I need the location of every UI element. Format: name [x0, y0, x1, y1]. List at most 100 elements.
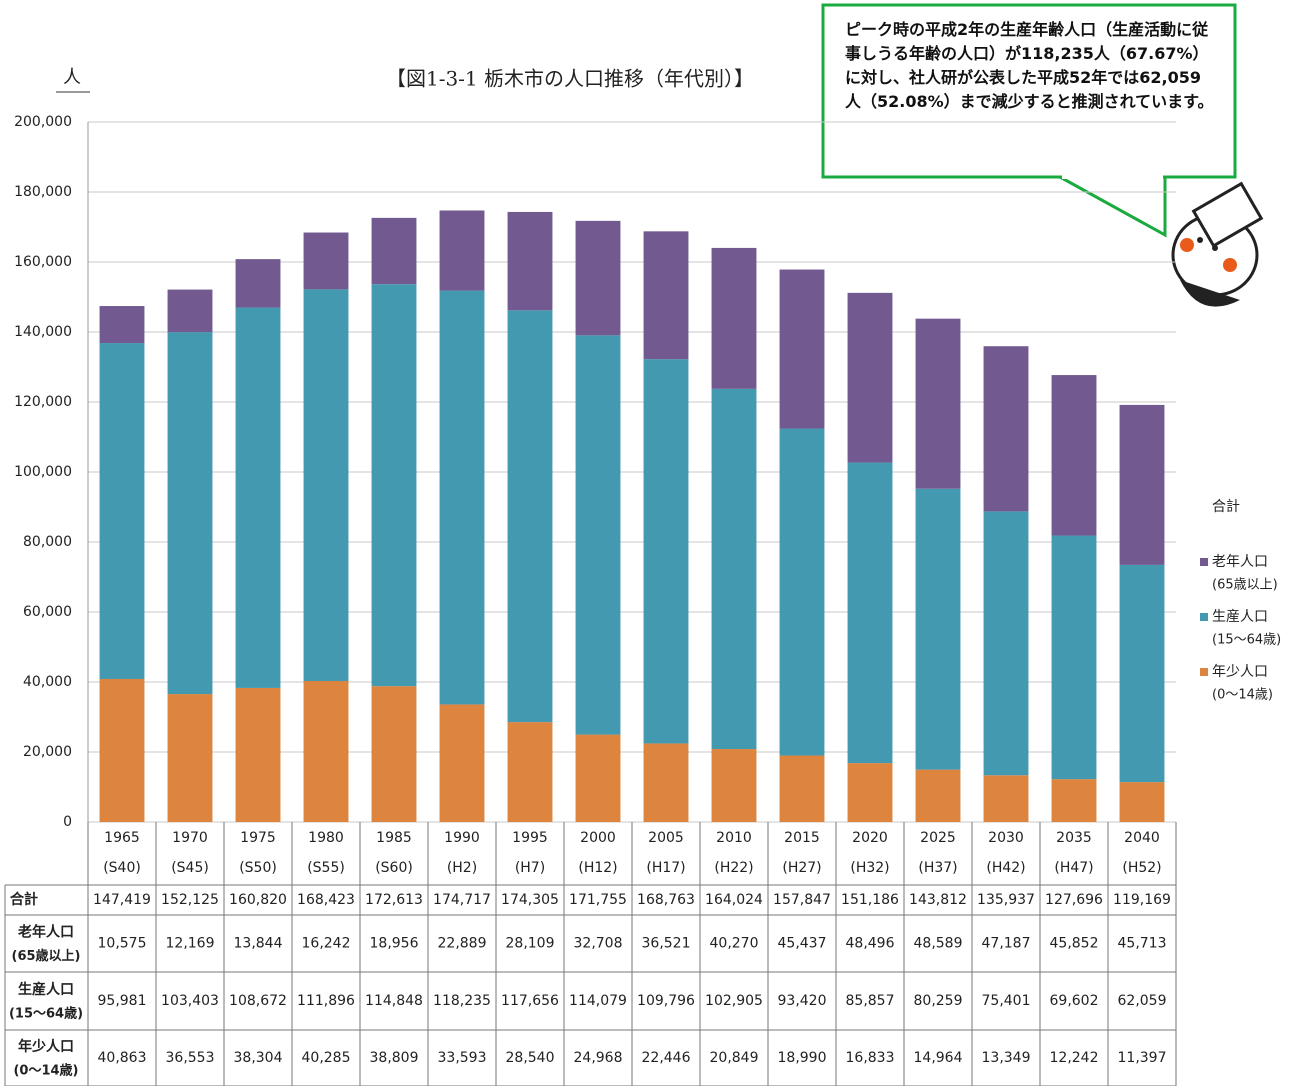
table-cell: 164,024 — [705, 892, 763, 908]
bar-segment — [712, 248, 757, 389]
page: 人 【図1-3-1 栃木市の人口推移（年代別）】 020,00040,00060… — [0, 0, 1293, 1086]
bar-segment — [644, 359, 689, 743]
x-tick-label: 2040 — [1124, 830, 1160, 846]
bar-segment — [372, 218, 417, 284]
x-tick-label: 1965 — [104, 830, 140, 846]
y-tick-label: 0 — [63, 814, 72, 830]
bar-segment — [100, 343, 145, 679]
table-cell: 22,889 — [438, 936, 487, 952]
table-cell: 114,079 — [569, 993, 627, 1009]
table-cell: 12,242 — [1050, 1050, 1099, 1066]
table-cell: 109,796 — [637, 993, 695, 1009]
bar-segment — [304, 233, 349, 290]
bar-segment — [848, 293, 893, 463]
table-cell: 152,125 — [161, 892, 219, 908]
x-tick-sublabel: (S55) — [307, 860, 345, 876]
bar-segment — [168, 694, 213, 822]
bar-segment — [236, 308, 281, 688]
table-cell: 18,956 — [370, 936, 419, 952]
bar-segment — [508, 722, 553, 822]
table-cell: 95,981 — [98, 993, 147, 1009]
bar-segment — [508, 310, 553, 722]
table-cell: 38,304 — [234, 1050, 283, 1066]
y-tick-label: 100,000 — [14, 464, 72, 480]
table-cell: 11,397 — [1118, 1050, 1167, 1066]
x-tick-sublabel: (H22) — [714, 860, 753, 876]
y-tick-label: 160,000 — [14, 254, 72, 270]
legend-label: (15～64歳) — [1212, 633, 1281, 648]
bar-segment — [848, 463, 893, 763]
x-tick-label: 2005 — [648, 830, 684, 846]
bar-segment — [508, 212, 553, 310]
table-cell: 16,833 — [846, 1050, 895, 1066]
chart: 人 【図1-3-1 栃木市の人口推移（年代別）】 020,00040,00060… — [0, 0, 1293, 1086]
table-cell: 62,059 — [1118, 993, 1167, 1009]
table-cell: 102,905 — [705, 993, 763, 1009]
legend-label: (65歳以上) — [1212, 578, 1278, 593]
x-tick-label: 1985 — [376, 830, 412, 846]
table-cell: 171,755 — [569, 892, 627, 908]
bar-segment — [236, 259, 281, 307]
callout-tail — [1060, 177, 1165, 235]
table-cell: 117,656 — [501, 993, 559, 1009]
x-tick-sublabel: (H7) — [515, 860, 545, 876]
table-cell: 85,857 — [846, 993, 895, 1009]
table-cell: 45,852 — [1050, 936, 1099, 952]
table-cell: 14,964 — [914, 1050, 963, 1066]
bar-segment — [780, 429, 825, 756]
table-cell: 172,613 — [365, 892, 423, 908]
bar-segment — [916, 319, 961, 489]
bar-segment — [712, 389, 757, 749]
bar-segment — [304, 289, 349, 681]
x-tick-label: 1980 — [308, 830, 344, 846]
table-cell: 119,169 — [1113, 892, 1171, 908]
bar-segment — [576, 221, 621, 335]
table-cell: 147,419 — [93, 892, 151, 908]
x-tick-label: 2010 — [716, 830, 752, 846]
table-cell: 16,242 — [302, 936, 351, 952]
bar-segment — [848, 763, 893, 822]
x-tick-label: 1975 — [240, 830, 276, 846]
table-row-header: 年少人口 — [18, 1038, 74, 1055]
table-cell: 40,270 — [710, 936, 759, 952]
table-cell: 33,593 — [438, 1050, 487, 1066]
table-cell: 151,186 — [841, 892, 899, 908]
bar-segment — [984, 511, 1029, 775]
legend-label: 年少人口 — [1212, 664, 1268, 680]
table-cell: 127,696 — [1045, 892, 1103, 908]
x-tick-sublabel: (H52) — [1122, 860, 1161, 876]
table-cell: 10,575 — [98, 936, 147, 952]
bar-segment — [1052, 375, 1097, 535]
x-tick-sublabel: (H37) — [918, 860, 957, 876]
bar-segment — [644, 743, 689, 822]
table-cell: 174,305 — [501, 892, 559, 908]
table-cell: 13,844 — [234, 936, 283, 952]
table-cell: 80,259 — [914, 993, 963, 1009]
bar-segment — [916, 770, 961, 822]
x-tick-label: 2000 — [580, 830, 616, 846]
x-tick-sublabel: (S45) — [171, 860, 209, 876]
callout-text: ピーク時の平成2年の生産年齢人口（生産活動に従事しうる年齢の人口）が118,23… — [845, 18, 1215, 114]
table-cell: 12,169 — [166, 936, 215, 952]
y-tick-label: 80,000 — [23, 534, 72, 550]
table-row-header: (0～14歳) — [13, 1063, 78, 1079]
y-tick-label: 120,000 — [14, 394, 72, 410]
x-tick-sublabel: (S60) — [375, 860, 413, 876]
legend-swatch — [1200, 558, 1208, 566]
bar-segment — [440, 291, 485, 705]
table-row-header: 老年人口 — [18, 924, 74, 941]
table-cell: 32,708 — [574, 936, 623, 952]
table-cell: 168,423 — [297, 892, 355, 908]
table-cell: 48,496 — [846, 936, 895, 952]
table-cell: 48,589 — [914, 936, 963, 952]
bar-segment — [780, 270, 825, 429]
table-cell: 40,863 — [98, 1050, 147, 1066]
y-tick-label: 60,000 — [23, 604, 72, 620]
table-cell: 18,990 — [778, 1050, 827, 1066]
legend-label: 合計 — [1212, 499, 1240, 515]
table-cell: 75,401 — [982, 993, 1031, 1009]
x-tick-label: 2020 — [852, 830, 888, 846]
bar-segment — [168, 332, 213, 694]
table-cell: 22,446 — [642, 1050, 691, 1066]
bar-segment — [1052, 536, 1097, 780]
